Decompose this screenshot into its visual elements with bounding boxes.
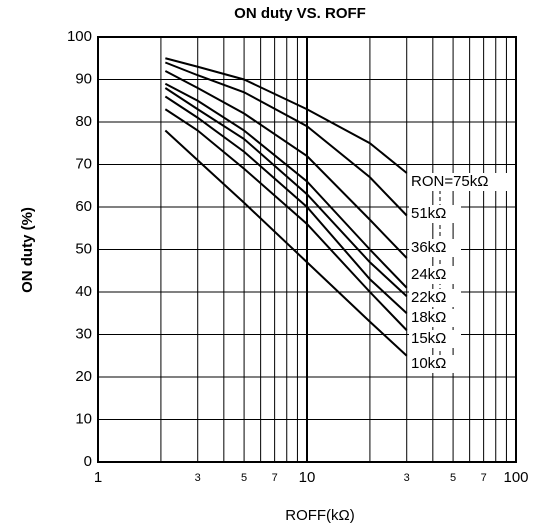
y-tick-label: 60	[75, 198, 92, 215]
legend-bg	[409, 266, 461, 284]
series-label: 24kΩ	[411, 266, 446, 283]
y-tick-label: 90	[75, 70, 92, 87]
y-tick-label: 30	[75, 325, 92, 342]
x-tick-label: 7	[272, 472, 278, 484]
series-line	[164, 70, 408, 259]
legend-bg	[409, 330, 461, 348]
legend-bg	[409, 205, 461, 223]
legend-bg	[409, 355, 461, 373]
y-tick-label: 0	[84, 453, 92, 470]
series-label: 51kΩ	[411, 205, 446, 222]
y-tick-label: 100	[67, 28, 92, 45]
legend-bg	[409, 289, 461, 307]
x-tick-label: 1	[94, 469, 102, 486]
x-tick-label: 5	[241, 472, 247, 484]
series-line	[164, 129, 408, 357]
series-label: 22kΩ	[411, 289, 446, 306]
chart-title: ON duty VS. ROFF	[234, 5, 366, 22]
y-tick-label: 70	[75, 155, 92, 172]
series-line	[164, 82, 408, 289]
series-label: 15kΩ	[411, 330, 446, 347]
y-tick-label: 40	[75, 283, 92, 300]
x-tick-label: 100	[503, 469, 528, 486]
legend-bg	[409, 173, 513, 191]
x-tick-label: 10	[299, 469, 316, 486]
y-tick-label: 50	[75, 240, 92, 257]
series-line	[164, 95, 408, 314]
plot-frame	[97, 36, 517, 463]
y-tick-label: 80	[75, 113, 92, 130]
series-line	[164, 61, 408, 217]
series-label: 10kΩ	[411, 355, 446, 372]
y-tick-label: 20	[75, 368, 92, 385]
x-tick-label: 3	[195, 472, 201, 484]
series-label: RON=75kΩ	[411, 173, 489, 190]
legend-bg	[409, 239, 461, 257]
legend-bg	[409, 309, 461, 327]
series-line	[164, 87, 408, 297]
x-tick-label: 3	[404, 472, 410, 484]
x-tick-label: 5	[450, 472, 456, 484]
y-tick-label: 10	[75, 410, 92, 427]
x-axis-label: ROFF(kΩ)	[285, 507, 355, 524]
series-line	[164, 108, 408, 331]
y-axis-label: ON duty (%)	[19, 207, 36, 293]
series-label: 18kΩ	[411, 309, 446, 326]
x-tick-label: 7	[481, 472, 487, 484]
series-label: 36kΩ	[411, 239, 446, 256]
series-line	[165, 57, 408, 174]
